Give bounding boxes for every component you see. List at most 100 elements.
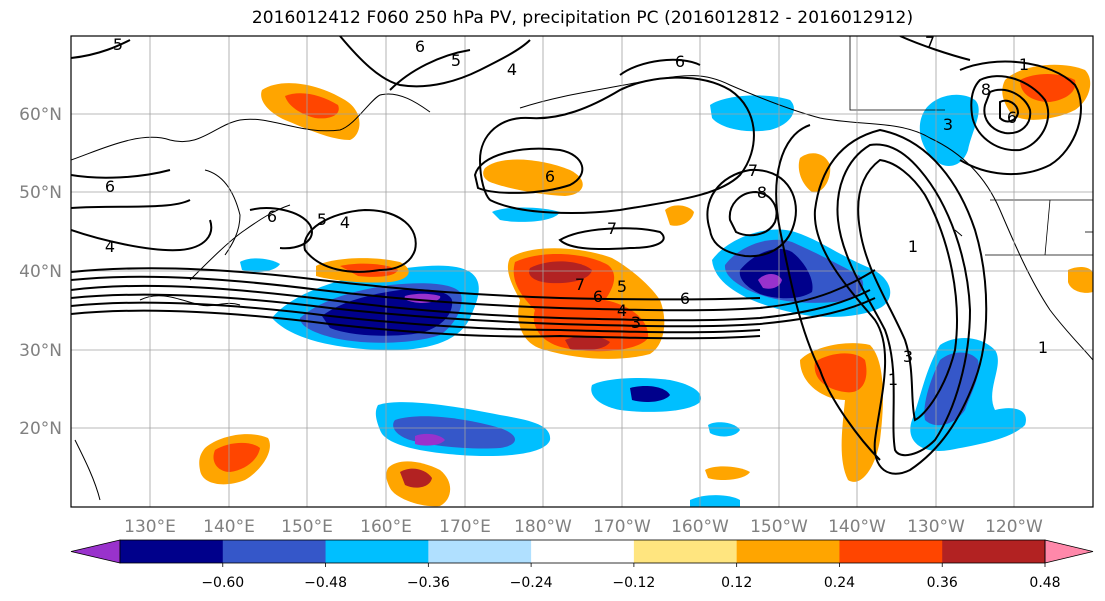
contour-label: 6 [593,287,603,306]
positive-anomaly-region [483,159,583,196]
colorbar-segment [325,540,429,563]
colorbar-tick-label: 0.24 [824,575,855,591]
longitude-label: 140°W [828,517,886,537]
negative-anomaly-region [690,495,740,507]
colorbar-segment [942,540,1046,563]
contour-label: 6 [267,207,277,226]
pv-contours [71,36,1082,475]
colorbar-segment [839,540,943,563]
contour-label: 7 [748,161,758,180]
negative-anomaly-region [710,95,794,132]
contour-label: 5 [317,210,327,229]
contour-label: 4 [105,237,115,256]
contour-label: 1 [908,237,918,256]
positive-anomaly-core [285,93,339,119]
positive-anomaly-region [798,153,831,193]
longitude-label: 150°E [281,517,333,537]
longitude-label: 150°W [750,517,808,537]
positive-anomaly-core [340,263,398,277]
latitude-labels: 60°N 50°N 40°N 30°N 20°N [19,105,62,439]
longitude-label: 180°W [514,517,572,537]
colorbar-tick-label: 0.36 [927,575,958,591]
contour-label: 7 [925,33,935,52]
colorbar-tick-label: −0.36 [407,575,450,591]
boundaries [849,36,1093,256]
contour-label: 4 [617,301,627,320]
colorbar-tick-label: −0.12 [612,575,655,591]
longitude-label: 160°W [671,517,729,537]
negative-anomaly-max [415,433,445,446]
latitude-label: 60°N [19,105,62,125]
colorbar-tick-label: −0.60 [201,575,244,591]
positive-anomaly-max [565,336,610,351]
latitude-label: 50°N [19,183,62,203]
longitude-label: 130°E [124,517,176,537]
contour-label: 8 [757,183,767,202]
contour-label: 1 [1019,55,1029,74]
colorbar-segment [428,540,532,563]
negative-anomaly-region [240,258,280,272]
positive-anomaly-max [529,261,592,284]
positive-anomaly-core [814,353,867,393]
contour-label: 1 [888,370,898,389]
colorbar-tick-label: −0.48 [304,575,347,591]
negative-anomaly-region [708,422,740,437]
colorbar-tick-label: 0.48 [1029,575,1060,591]
contour-label: 6 [680,289,690,308]
contour-label: 4 [340,213,350,232]
contour-label: 6 [415,37,425,56]
positive-anomaly-core [1020,74,1076,102]
negative-anomaly-region [919,94,979,166]
positive-anomaly-max [400,468,432,488]
contour-label: 3 [903,347,913,366]
contour-label: 8 [981,80,991,99]
contour-label: 1 [1038,338,1048,357]
chart-title: 2016012412 F060 250 hPa PV, precipitatio… [251,8,914,28]
colorbar-frame [119,539,1046,564]
longitude-label: 130°W [907,517,965,537]
contour-label: 7 [607,219,617,238]
longitude-label: 170°W [593,517,651,537]
longitude-label: 140°E [203,517,255,537]
contour-label: 5 [113,35,123,54]
contour-label: 3 [631,313,641,332]
contour-label: 5 [451,51,461,70]
longitude-labels: 130°E 140°E 150°E 160°E 170°E 180°W 170°W 160°W… [124,517,1043,537]
positive-anomaly-region [665,205,694,226]
positive-anomaly-region [1068,267,1093,293]
colorbar: −0.60 −0.48 −0.36 −0.24 −0.12 0.12 0.24 0.36 0.4… [70,539,1094,591]
contour-label: 6 [675,52,685,71]
colorbar-extend-min [70,539,121,564]
colorbar-tick-label: 0.12 [721,575,752,591]
latitude-label: 40°N [19,262,62,282]
contour-label: 7 [575,275,585,294]
colorbar-segment [633,540,738,563]
colorbar-segment [222,540,327,563]
negative-anomaly-core [630,386,670,403]
longitude-label: 120°W [985,517,1043,537]
positive-anomaly-core [213,442,260,472]
positive-anomaly-region [705,466,750,480]
longitude-label: 160°E [360,517,412,537]
latitude-label: 20°N [19,419,62,439]
contour-label: 6 [105,177,115,196]
negative-anomaly-max [758,274,782,289]
contour-label: 6 [545,167,555,186]
colorbar-segment [531,540,635,563]
contour-label: 6 [1007,108,1017,127]
map-frame [70,35,1094,508]
latitude-label: 30°N [19,341,62,361]
colorbar-extend-max [1044,539,1094,564]
contour-label: 5 [617,277,627,296]
contour-label: 3 [943,115,953,134]
longitude-label: 170°E [439,517,491,537]
colorbar-tick-label: −0.24 [510,575,553,591]
negative-anomaly-core [924,352,979,426]
negative-anomaly-core [739,248,813,299]
colorbar-segment [120,540,224,563]
precip-shading [199,64,1093,507]
colorbar-segment [736,540,840,563]
